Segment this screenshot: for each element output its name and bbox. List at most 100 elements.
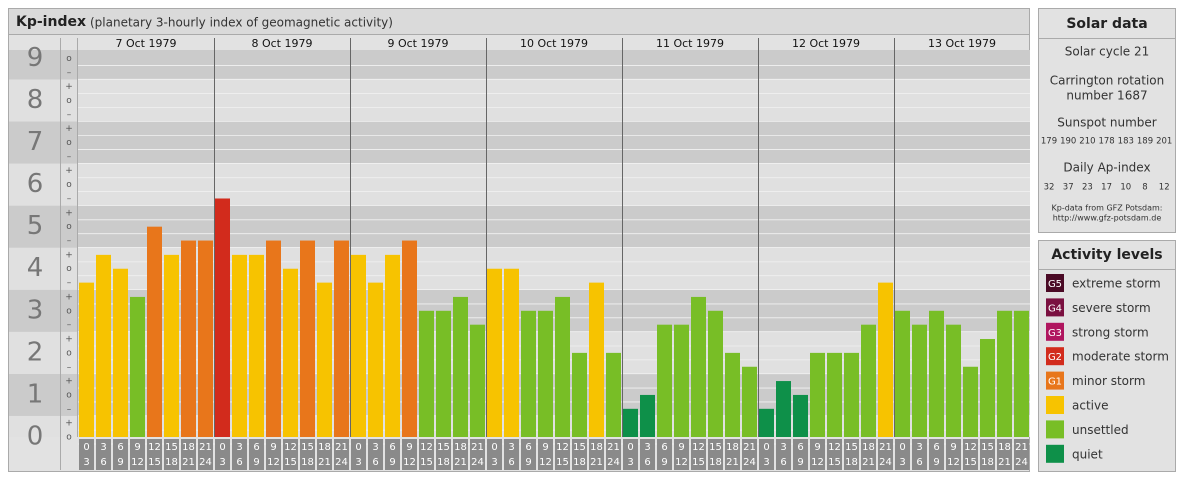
hour-box <box>725 439 740 470</box>
hour-label: 18 <box>726 442 739 453</box>
y-tick-label: 9 <box>27 43 44 73</box>
hour-box <box>878 439 893 470</box>
hour-label: 12 <box>420 442 433 453</box>
hour-box <box>827 439 842 470</box>
hour-box <box>963 439 978 470</box>
hour-label: 15 <box>165 442 178 453</box>
hour-box <box>980 439 995 470</box>
minor-tick-label: + <box>65 377 73 387</box>
solar-text: Carrington rotation <box>1050 74 1164 88</box>
bar <box>946 324 961 437</box>
minor-tick-label: – <box>67 236 72 246</box>
hour-box <box>181 439 196 470</box>
hour-box <box>572 439 587 470</box>
bar <box>436 310 451 437</box>
hour-label: 0 <box>219 442 225 453</box>
hour-label: 9 <box>117 457 123 468</box>
hour-label: 9 <box>134 442 140 453</box>
hour-box <box>402 439 417 470</box>
hour-label: 3 <box>899 457 905 468</box>
hour-box <box>283 439 298 470</box>
hour-label: 0 <box>627 442 633 453</box>
solar-text: http://www.gfz-potsdam.de <box>1053 214 1162 223</box>
hour-label: 6 <box>236 457 242 468</box>
hour-label: 6 <box>797 442 803 453</box>
minor-tick-label: + <box>65 334 73 344</box>
hour-label: 15 <box>573 442 586 453</box>
hour-label: 12 <box>267 457 280 468</box>
hour-box <box>79 439 94 470</box>
legend-label: severe storm <box>1072 301 1151 315</box>
bar <box>878 282 893 437</box>
y-tick-label: 7 <box>27 127 44 157</box>
bar <box>895 310 910 437</box>
hour-box <box>232 439 247 470</box>
hour-box <box>657 439 672 470</box>
hour-label: 15 <box>301 442 314 453</box>
bar <box>759 408 774 437</box>
level-band <box>9 373 1030 416</box>
y-tick-label: 3 <box>27 295 44 325</box>
sunspot-number: 201 <box>1156 137 1172 147</box>
hour-label: 12 <box>148 442 161 453</box>
hour-box <box>929 439 944 470</box>
hour-label: 3 <box>780 442 786 453</box>
level-band <box>9 79 1030 122</box>
bar <box>912 324 927 437</box>
minor-tick-label: + <box>65 419 73 429</box>
hour-label: 21 <box>998 457 1011 468</box>
bar <box>283 268 298 437</box>
legend-code: G5 <box>1048 279 1062 290</box>
hour-label: 0 <box>355 442 361 453</box>
bar <box>538 310 553 437</box>
hour-label: 9 <box>933 457 939 468</box>
hour-box <box>589 439 604 470</box>
hour-box <box>1014 439 1029 470</box>
legend-swatch <box>1046 420 1064 439</box>
hour-label: 21 <box>471 442 484 453</box>
bar <box>232 254 247 437</box>
legend-swatch <box>1046 371 1064 390</box>
hour-label: 3 <box>100 442 106 453</box>
hour-box <box>674 439 689 470</box>
solar-text: Solar cycle 21 <box>1065 45 1150 59</box>
bar <box>130 296 145 437</box>
hour-label: 24 <box>743 457 756 468</box>
bar <box>79 282 94 437</box>
minor-tick-label: + <box>65 82 73 92</box>
ap-index: 12 <box>1159 183 1170 193</box>
hour-box <box>198 439 213 470</box>
bar <box>504 268 519 437</box>
hour-label: 12 <box>539 457 552 468</box>
minor-tick-label: + <box>65 292 73 302</box>
hour-label: 18 <box>182 442 195 453</box>
hour-label: 21 <box>335 442 348 453</box>
legend-label: minor storm <box>1072 374 1145 388</box>
bar <box>487 268 502 437</box>
minor-tick-label: – <box>67 152 72 162</box>
date-label: 11 Oct 1979 <box>656 37 724 50</box>
date-label: 10 Oct 1979 <box>520 37 588 50</box>
hour-label: 6 <box>933 442 939 453</box>
panel-title: Solar data <box>1066 16 1147 32</box>
hour-label: 18 <box>590 442 603 453</box>
bar <box>215 198 230 437</box>
bar <box>198 240 213 437</box>
y-tick-label: 0 <box>27 422 44 452</box>
hour-label: 3 <box>236 442 242 453</box>
bar <box>368 282 383 437</box>
hour-label: 15 <box>845 442 858 453</box>
bar <box>555 296 570 437</box>
bar <box>300 240 315 437</box>
legend-swatch <box>1046 322 1064 341</box>
legend-label: active <box>1072 399 1108 413</box>
bar <box>1014 310 1029 437</box>
bar <box>861 324 876 437</box>
legend-label: moderate storm <box>1072 350 1169 364</box>
hour-box <box>538 439 553 470</box>
bar <box>572 352 587 437</box>
hour-label: 24 <box>335 457 348 468</box>
bar <box>640 394 655 437</box>
bar <box>589 282 604 437</box>
hour-label: 15 <box>709 442 722 453</box>
